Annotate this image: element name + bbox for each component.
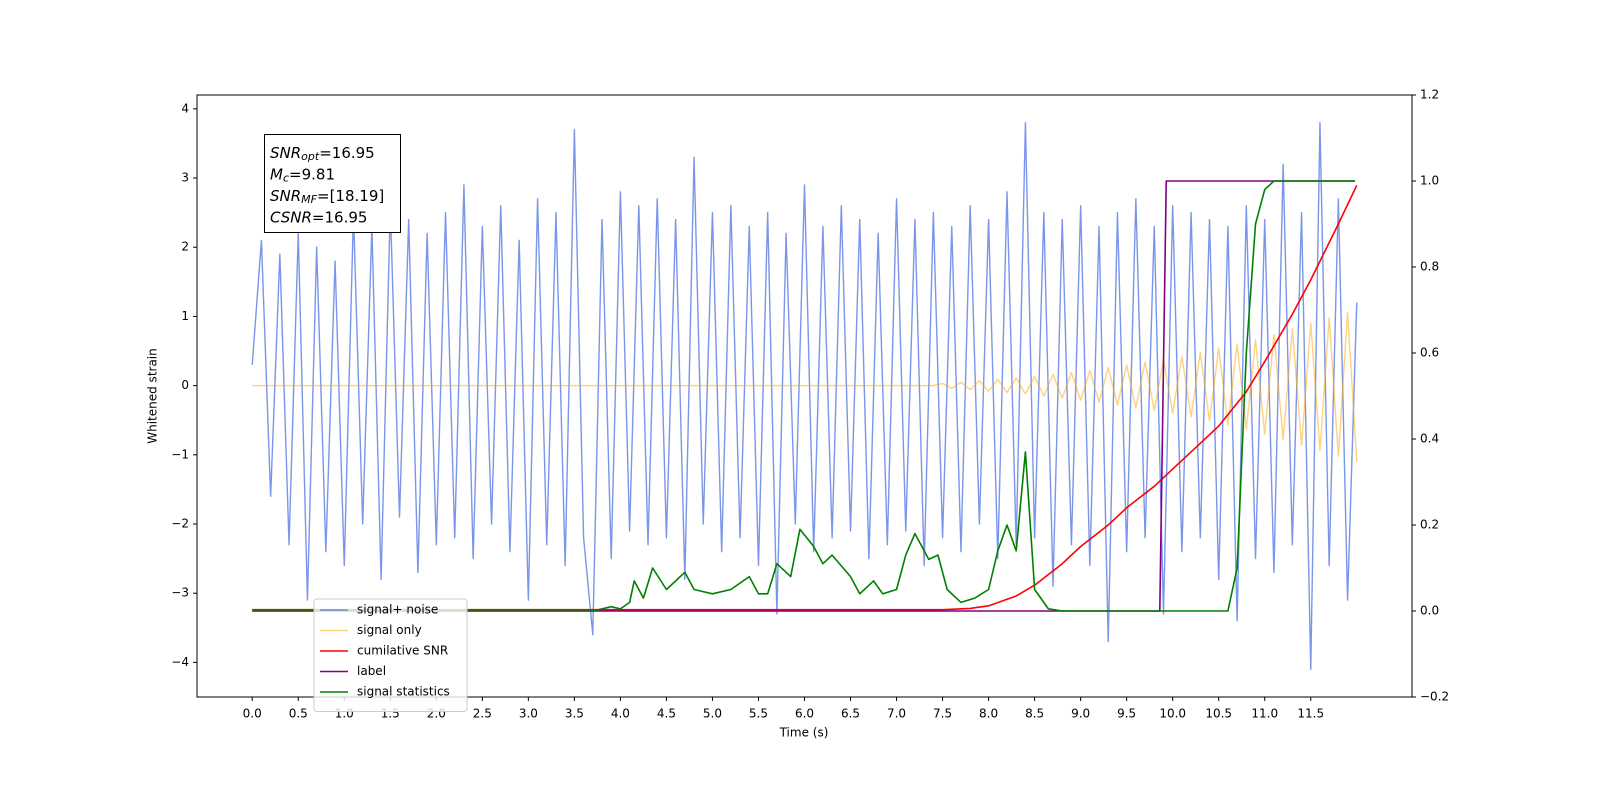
y-tick-label: −3 xyxy=(171,586,189,600)
x-tick-label: 4.0 xyxy=(611,707,630,721)
y-tick-label: 1 xyxy=(181,309,189,323)
annotation: SNRMF=[18.19] xyxy=(270,187,384,207)
x-tick-label: 5.5 xyxy=(749,707,768,721)
annotation-box: SNRopt=16.95Mc=9.81SNRMF=[18.19]CSNR=16.… xyxy=(264,134,401,233)
series-line xyxy=(252,184,1358,611)
annotation-value: =[18.19] xyxy=(317,187,384,205)
y2-tick-label: 1.0 xyxy=(1420,174,1439,188)
annotation-subscript: c xyxy=(283,172,289,185)
y2-tick-label: 0.6 xyxy=(1420,346,1439,360)
annotation-symbol: SNR xyxy=(270,187,301,205)
y2-tick-label: 0.4 xyxy=(1420,432,1439,446)
y-tick-label: 4 xyxy=(181,101,189,115)
annotation-subscript: opt xyxy=(301,150,320,163)
y2-tick-label: −0.2 xyxy=(1420,690,1449,704)
y-tick-label: −2 xyxy=(171,517,189,531)
series-line xyxy=(252,180,1355,612)
x-tick-label: 11.0 xyxy=(1251,707,1278,721)
y-tick-label: 0 xyxy=(181,378,189,392)
y2-tick-label: 1.2 xyxy=(1420,88,1439,102)
x-tick-label: 6.5 xyxy=(841,707,860,721)
legend-frame xyxy=(313,598,468,712)
x-tick-label: 0.5 xyxy=(289,707,308,721)
annotation-value: =16.95 xyxy=(319,144,375,162)
legend-label: signal statistics xyxy=(357,685,450,699)
y-tick-label: 3 xyxy=(181,171,189,185)
x-axis-label: Time (s) xyxy=(779,726,829,740)
legend-label: label xyxy=(357,664,386,678)
legend-label: signal only xyxy=(357,623,422,637)
series-line xyxy=(252,180,1355,612)
x-tick-label: 8.5 xyxy=(1025,707,1044,721)
x-tick-label: 5.0 xyxy=(703,707,722,721)
x-tick-label: 11.5 xyxy=(1297,707,1324,721)
annotation-symbol: SNR xyxy=(270,144,301,162)
x-tick-label: 9.5 xyxy=(1117,707,1136,721)
x-tick-label: 3.5 xyxy=(565,707,584,721)
annotation-frame xyxy=(264,134,401,233)
x-tick-label: 3.0 xyxy=(519,707,538,721)
legend-label: cumilative SNR xyxy=(357,644,448,658)
x-tick-label: 10.0 xyxy=(1159,707,1186,721)
x-tick-label: 7.5 xyxy=(933,707,952,721)
annotation-symbol: M xyxy=(270,165,283,183)
x-tick-label: 6.0 xyxy=(795,707,814,721)
x-tick-label: 7.0 xyxy=(887,707,906,721)
x-tick-label: 10.5 xyxy=(1205,707,1232,721)
y2-tick-label: 0.8 xyxy=(1420,260,1439,274)
annotation: SNRopt=16.95 xyxy=(270,144,375,164)
series-line xyxy=(251,121,1358,671)
annotation: Mc=9.81 xyxy=(270,165,335,185)
annotation-value: =9.81 xyxy=(289,165,335,183)
legend: signal+ noise signal only cumilative SNR la… xyxy=(313,598,468,712)
y-tick-label: 2 xyxy=(181,240,189,254)
y-axis-label: Whitened strain xyxy=(146,348,160,444)
x-tick-label: 8.0 xyxy=(979,707,998,721)
annotation-symbol: CSNR xyxy=(270,208,312,226)
x-tick-label: 0.0 xyxy=(243,707,262,721)
x-tick-label: 4.5 xyxy=(657,707,676,721)
x-tick-label: 9.0 xyxy=(1071,707,1090,721)
annotation-value: =16.95 xyxy=(312,208,368,226)
annotation-subscript: MF xyxy=(301,193,317,206)
y-tick-label: −1 xyxy=(171,447,189,461)
series-line xyxy=(252,311,1358,462)
y2-tick-label: 0.0 xyxy=(1420,604,1439,618)
y-tick-label: −4 xyxy=(171,655,189,669)
y2-tick-label: 0.2 xyxy=(1420,518,1439,532)
legend-label: signal+ noise xyxy=(357,603,438,617)
x-tick-label: 2.5 xyxy=(473,707,492,721)
annotation: CSNR=16.95 xyxy=(270,208,367,226)
